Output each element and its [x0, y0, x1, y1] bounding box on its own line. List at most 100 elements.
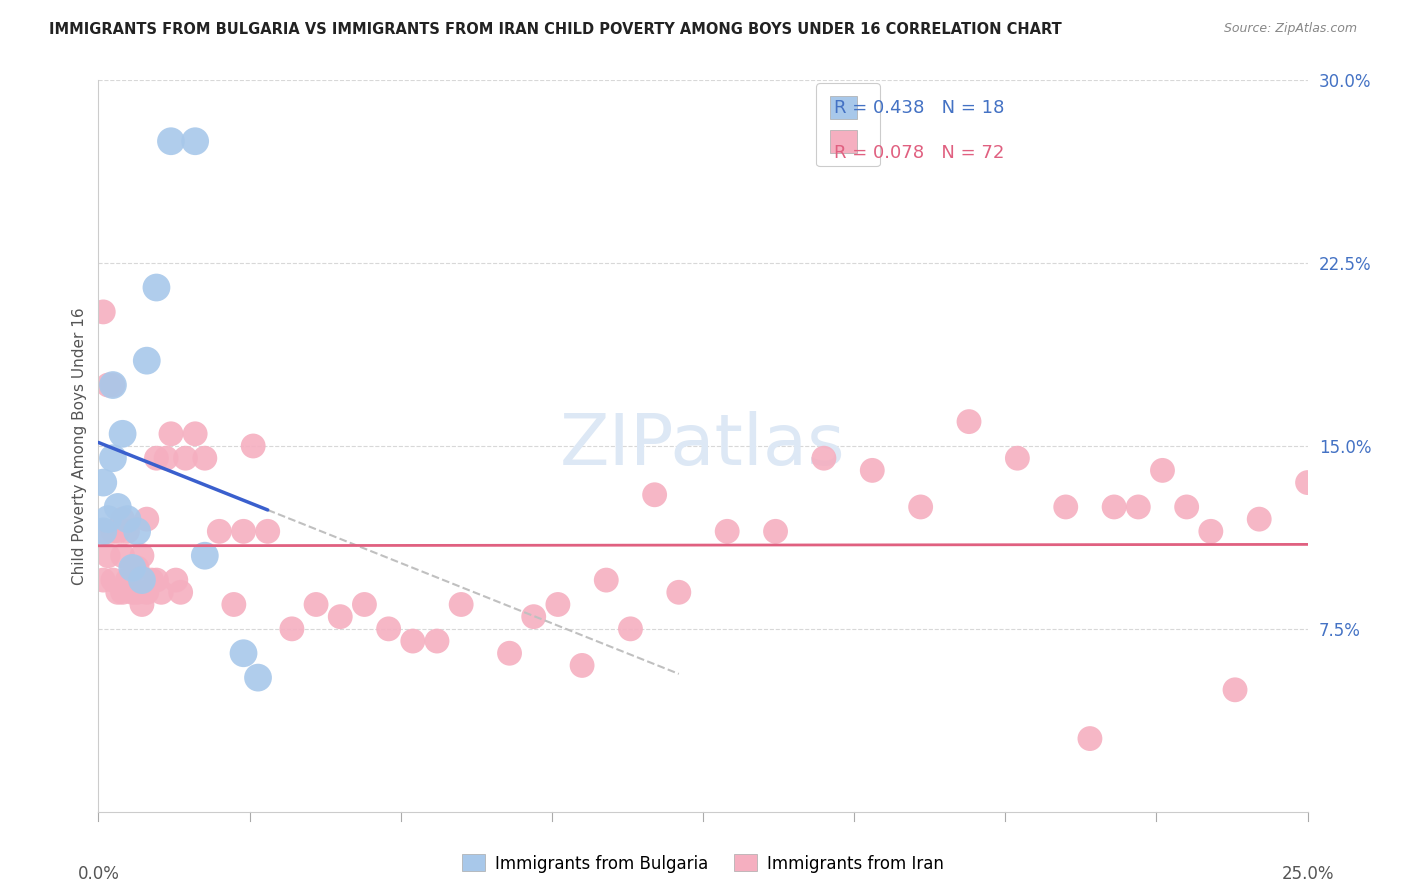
Text: R = 0.078   N = 72: R = 0.078 N = 72	[834, 144, 1004, 162]
Point	[101, 573, 124, 587]
Point	[135, 585, 157, 599]
Point	[117, 524, 139, 539]
Point	[107, 500, 129, 514]
Point	[194, 549, 217, 563]
Point	[117, 573, 139, 587]
Point	[91, 305, 114, 319]
Point	[242, 439, 264, 453]
Point	[619, 622, 641, 636]
Point	[97, 378, 120, 392]
Point	[305, 598, 328, 612]
Point	[860, 463, 883, 477]
Point	[101, 378, 124, 392]
Point	[165, 573, 187, 587]
Point	[353, 598, 375, 612]
Point	[131, 549, 153, 563]
Point	[256, 524, 278, 539]
Point	[813, 451, 835, 466]
Point	[91, 475, 114, 490]
Point	[194, 451, 217, 466]
Point	[160, 426, 183, 441]
Point	[111, 549, 134, 563]
Point	[117, 512, 139, 526]
Point	[247, 671, 270, 685]
Point	[184, 426, 207, 441]
Point	[107, 585, 129, 599]
Point	[184, 134, 207, 148]
Point	[1152, 463, 1174, 477]
Point	[111, 512, 134, 526]
Point	[377, 622, 399, 636]
Point	[498, 646, 520, 660]
Point	[1078, 731, 1101, 746]
Text: 25.0%: 25.0%	[1281, 865, 1334, 883]
Text: ZIPatlas: ZIPatlas	[560, 411, 846, 481]
Point	[1249, 512, 1271, 526]
Point	[101, 524, 124, 539]
Point	[91, 524, 114, 539]
Point	[232, 646, 254, 660]
Point	[910, 500, 932, 514]
Point	[1296, 475, 1319, 490]
Point	[1128, 500, 1150, 514]
Legend: Immigrants from Bulgaria, Immigrants from Iran: Immigrants from Bulgaria, Immigrants fro…	[456, 847, 950, 880]
Point	[131, 573, 153, 587]
Point	[329, 609, 352, 624]
Point	[121, 561, 143, 575]
Point	[716, 524, 738, 539]
Point	[145, 573, 167, 587]
Point	[402, 634, 425, 648]
Point	[957, 415, 980, 429]
Legend: , : ,	[815, 83, 880, 167]
Point	[450, 598, 472, 612]
Point	[1102, 500, 1125, 514]
Point	[644, 488, 666, 502]
Point	[111, 585, 134, 599]
Point	[169, 585, 191, 599]
Point	[101, 451, 124, 466]
Point	[131, 598, 153, 612]
Point	[208, 524, 231, 539]
Point	[222, 598, 245, 612]
Point	[1054, 500, 1077, 514]
Point	[547, 598, 569, 612]
Point	[1007, 451, 1029, 466]
Point	[91, 573, 114, 587]
Point	[595, 573, 617, 587]
Point	[523, 609, 546, 624]
Point	[145, 451, 167, 466]
Point	[121, 585, 143, 599]
Point	[426, 634, 449, 648]
Point	[145, 280, 167, 294]
Point	[160, 134, 183, 148]
Point	[765, 524, 787, 539]
Point	[121, 561, 143, 575]
Point	[281, 622, 304, 636]
Y-axis label: Child Poverty Among Boys Under 16: Child Poverty Among Boys Under 16	[72, 307, 87, 585]
Text: IMMIGRANTS FROM BULGARIA VS IMMIGRANTS FROM IRAN CHILD POVERTY AMONG BOYS UNDER : IMMIGRANTS FROM BULGARIA VS IMMIGRANTS F…	[49, 22, 1062, 37]
Point	[135, 353, 157, 368]
Point	[155, 451, 177, 466]
Point	[141, 573, 163, 587]
Text: 0.0%: 0.0%	[77, 865, 120, 883]
Text: Source: ZipAtlas.com: Source: ZipAtlas.com	[1223, 22, 1357, 36]
Point	[97, 512, 120, 526]
Point	[127, 585, 149, 599]
Point	[127, 524, 149, 539]
Point	[1223, 682, 1246, 697]
Point	[1199, 524, 1222, 539]
Point	[668, 585, 690, 599]
Point	[1175, 500, 1198, 514]
Point	[91, 524, 114, 539]
Point	[97, 549, 120, 563]
Point	[107, 524, 129, 539]
Point	[127, 561, 149, 575]
Point	[232, 524, 254, 539]
Point	[101, 378, 124, 392]
Point	[135, 512, 157, 526]
Point	[174, 451, 197, 466]
Point	[111, 426, 134, 441]
Point	[571, 658, 593, 673]
Point	[150, 585, 173, 599]
Text: R = 0.438   N = 18: R = 0.438 N = 18	[834, 99, 1004, 118]
